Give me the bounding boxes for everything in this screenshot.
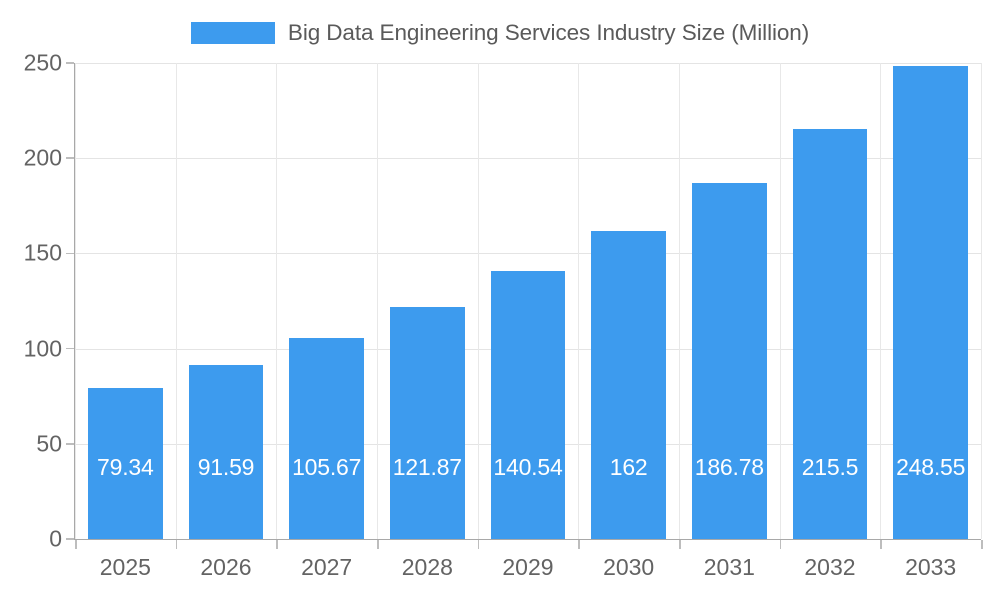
gridline-vertical: [880, 63, 882, 539]
y-tick-mark: [66, 443, 74, 445]
legend-label: Big Data Engineering Services Industry S…: [287, 20, 810, 45]
x-tick-mark: [377, 540, 379, 549]
gridline-vertical: [276, 63, 278, 539]
x-tick-mark: [880, 540, 882, 549]
y-tick-mark: [66, 157, 74, 159]
gridline-vertical: [75, 63, 76, 539]
bar-value-label: 91.59: [197, 454, 255, 480]
x-tick-label: 2031: [703, 554, 755, 580]
x-tick-label: 2033: [905, 554, 957, 580]
gridline-vertical: [477, 63, 479, 539]
x-tick-label: 2026: [200, 554, 252, 580]
bar-value-label: 248.55: [896, 454, 966, 480]
x-tick-mark: [75, 540, 77, 549]
gridline-vertical: [981, 63, 982, 539]
bar[interactable]: 162: [591, 230, 667, 539]
x-tick-mark: [477, 540, 480, 549]
y-tick-mark: [66, 252, 74, 255]
bar[interactable]: 91.59: [188, 364, 264, 539]
gridline-horizontal: [75, 63, 981, 64]
gridline-vertical: [679, 63, 680, 539]
y-tick-mark: [66, 62, 74, 64]
y-tick-label: 50: [36, 430, 62, 457]
y-tick-label: 250: [23, 49, 62, 76]
x-axis-line: [74, 538, 981, 540]
x-tick-label: 2032: [804, 554, 856, 580]
x-tick-label: 2030: [603, 554, 655, 580]
gridline-horizontal: [75, 158, 981, 160]
x-tick-label: 2028: [401, 554, 453, 580]
bar[interactable]: 248.55: [893, 65, 969, 539]
y-tick-label: 150: [23, 239, 62, 266]
bar-value-label: 186.78: [694, 454, 764, 480]
bar[interactable]: 105.67: [289, 337, 365, 539]
x-tick-label: 2029: [502, 554, 554, 580]
gridline-vertical: [578, 63, 580, 539]
x-tick-mark: [679, 540, 681, 549]
bar-value-label: 162: [609, 454, 648, 480]
chart-legend: Big Data Engineering Services Industry S…: [0, 14, 1000, 52]
y-tick-label: 200: [23, 144, 62, 171]
gridline-vertical: [779, 63, 781, 539]
gridline-vertical: [175, 63, 177, 539]
bar-value-label: 215.5: [801, 454, 859, 480]
bar-value-label: 121.87: [392, 454, 462, 480]
y-tick-mark: [66, 538, 74, 540]
bar-value-label: 79.34: [97, 454, 154, 480]
bar[interactable]: 140.54: [490, 271, 566, 539]
legend-item[interactable]: Big Data Engineering Services Industry S…: [190, 20, 810, 46]
x-tick-mark: [276, 540, 278, 549]
bar[interactable]: 215.5: [792, 128, 868, 539]
x-tick-label: 2027: [301, 554, 353, 580]
bar[interactable]: 121.87: [389, 306, 465, 539]
y-tick-mark: [66, 347, 74, 350]
plot-area: 79.34 91.59 105.67 121.87 140.54 162 186.78 215…: [75, 63, 982, 540]
y-tick-label: 0: [49, 525, 62, 552]
x-tick-mark: [175, 540, 178, 549]
x-tick-mark: [981, 540, 983, 549]
gridline-vertical: [377, 63, 378, 539]
bar-value-label: 105.67: [292, 454, 362, 480]
y-tick-label: 100: [23, 335, 62, 362]
legend-color-swatch: [190, 22, 275, 44]
gridline-horizontal: [75, 539, 981, 540]
bar-value-label: 140.54: [493, 454, 563, 480]
bar[interactable]: 186.78: [691, 183, 767, 539]
x-tick-label: 2025: [99, 554, 151, 580]
x-tick-mark: [779, 540, 782, 549]
gridline-horizontal: [75, 253, 981, 255]
y-axis-line: [74, 63, 76, 540]
x-tick-mark: [578, 540, 580, 549]
bar[interactable]: 79.34: [87, 387, 163, 539]
